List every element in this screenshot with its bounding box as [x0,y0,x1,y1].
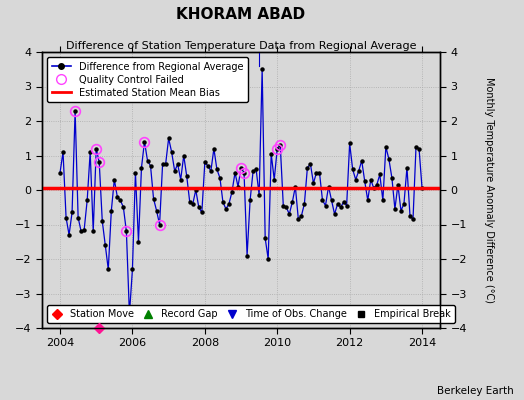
Text: KHORAM ABAD: KHORAM ABAD [177,7,305,22]
Legend: Station Move, Record Gap, Time of Obs. Change, Empirical Break: Station Move, Record Gap, Time of Obs. C… [47,305,455,323]
Text: Berkeley Earth: Berkeley Earth [437,386,514,396]
Y-axis label: Monthly Temperature Anomaly Difference (°C): Monthly Temperature Anomaly Difference (… [484,77,494,303]
Title: Difference of Station Temperature Data from Regional Average: Difference of Station Temperature Data f… [66,41,416,51]
